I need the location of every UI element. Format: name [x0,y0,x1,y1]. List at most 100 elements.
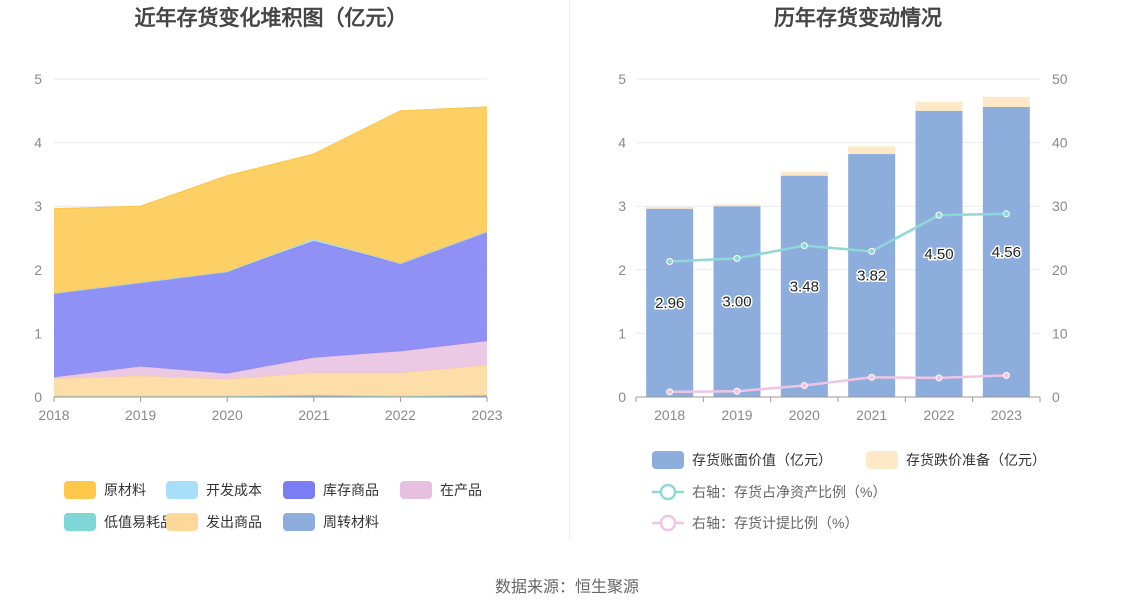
bar-value-label: 3.82 [857,268,886,285]
right-bars [646,96,1030,398]
legend-marker [659,514,677,532]
y2-tick-label: 50 [1052,71,1068,87]
bar-value-label: 3.00 [722,294,751,311]
legend-item[interactable]: 在产品 [400,481,482,499]
left-axis: 2018 2019 2020 2021 2022 2023 [38,396,503,423]
legend-label: 右轴：存货占净资产比例（%） [692,484,886,500]
legend-label: 库存商品 [323,482,379,498]
x-tick-label: 2020 [789,407,820,423]
line-point [800,242,808,250]
bar-book-value [915,110,963,398]
bar-book-value [780,175,828,397]
right-legend[interactable]: 存货账面价值（亿元） 存货跌价准备（亿元） 右轴：存货占净资产比例（%） 右轴：存货计… [652,451,1046,532]
stacked-area-chart: 近年存货变化堆积图（亿元） 0 1 2 3 4 5 2018 2019 2020 2021 202… [34,6,503,531]
line-point [1002,210,1010,218]
x-tick-label: 2019 [125,407,156,423]
legend-item[interactable]: 原材料 [64,481,146,499]
legend-item[interactable]: 右轴：存货占净资产比例（%） [652,483,886,501]
x-tick-label: 2023 [991,407,1022,423]
legend-label: 在产品 [440,482,482,498]
legend-swatch [652,451,684,469]
line-point [733,387,741,395]
legend-swatch [166,481,198,499]
x-tick-label: 2021 [856,407,887,423]
area-edge-原材料 [53,106,488,210]
legend-swatch [166,513,198,531]
legend-label: 发出商品 [206,514,262,530]
legend-item[interactable]: 开发成本 [166,481,262,499]
left-areas [53,106,488,397]
bar-value-label: 2.96 [655,295,684,312]
x-tick-label: 2018 [654,407,685,423]
y-tick-label: 3 [34,198,42,214]
y-tick-label: 3 [618,198,626,214]
right-axis: 2018 2019 2020 2021 2022 2023 [635,396,1041,423]
legend-swatch [64,513,96,531]
bar-impairment [713,204,761,207]
legend-item[interactable]: 发出商品 [166,513,262,531]
legend-item[interactable]: 存货跌价准备（亿元） [866,451,1046,469]
y-tick-label: 0 [618,389,626,405]
line-series [669,374,1007,394]
area-原材料 [54,106,487,294]
legend-label: 存货跌价准备（亿元） [906,452,1046,468]
y-tick-label: 2 [618,262,626,278]
legend-item[interactable]: 存货账面价值（亿元） [652,451,832,469]
legend-label: 周转材料 [323,514,379,530]
y-tick-label: 5 [618,71,626,87]
right-lines: 2.96 3.00 3.48 3.82 4.50 4.56 [654,210,1022,396]
x-tick-label: 2022 [923,407,954,423]
legend-label: 开发成本 [206,482,262,498]
bar-line-combo-chart: 历年存货变动情况 0 0 1 10 2 20 3 30 4 40 5 50 2.96 3.00 3.48 3… [618,6,1068,532]
legend-item[interactable]: 右轴：存货计提比例（%） [652,514,858,532]
y2-tick-label: 0 [1052,389,1060,405]
line-point [935,374,943,382]
bar-impairment [848,146,896,155]
y-tick-label: 1 [34,325,42,341]
bar-book-value [646,208,694,397]
legend-label: 右轴：存货计提比例（%） [692,515,858,531]
legend-label: 原材料 [104,482,146,498]
legend-swatch [64,481,96,499]
y-tick-label: 5 [34,71,42,87]
legend-swatch [283,481,315,499]
legend-item[interactable]: 库存商品 [283,481,379,499]
x-tick-label: 2018 [38,407,69,423]
left-chart-title: 近年存货变化堆积图（亿元） [135,6,408,30]
y2-tick-label: 40 [1052,135,1068,151]
line-series [669,212,1007,263]
legend-swatch [866,451,898,469]
area-库存商品 [54,231,487,378]
bar-impairment [646,206,694,209]
area-在产品 [54,341,487,380]
legend-item[interactable]: 低值易耗品 [64,513,174,531]
bar-impairment [982,96,1030,107]
bar-impairment [915,101,963,111]
y-tick-label: 2 [34,262,42,278]
legend-label: 低值易耗品 [104,514,174,530]
data-source: 数据来源：恒生聚源 [495,578,639,596]
x-tick-label: 2020 [212,407,243,423]
legend-marker [659,483,677,501]
bar-impairment [780,171,828,176]
legend-swatch [400,481,432,499]
bar-book-value [713,206,761,397]
line-point [935,211,943,219]
line-point [733,254,741,262]
x-tick-label: 2023 [471,407,502,423]
line-point [868,373,876,381]
y2-tick-label: 30 [1052,198,1068,214]
x-tick-label: 2021 [298,407,329,423]
bar-book-value [848,154,896,397]
line-point [800,382,808,390]
legend-item[interactable]: 周转材料 [283,513,379,531]
x-tick-label: 2022 [385,407,416,423]
y2-tick-label: 10 [1052,325,1068,341]
bar-value-label: 4.56 [992,244,1021,261]
y-tick-label: 4 [618,135,626,151]
y2-tick-label: 20 [1052,262,1068,278]
line-point [868,247,876,255]
line-point [1002,371,1010,379]
